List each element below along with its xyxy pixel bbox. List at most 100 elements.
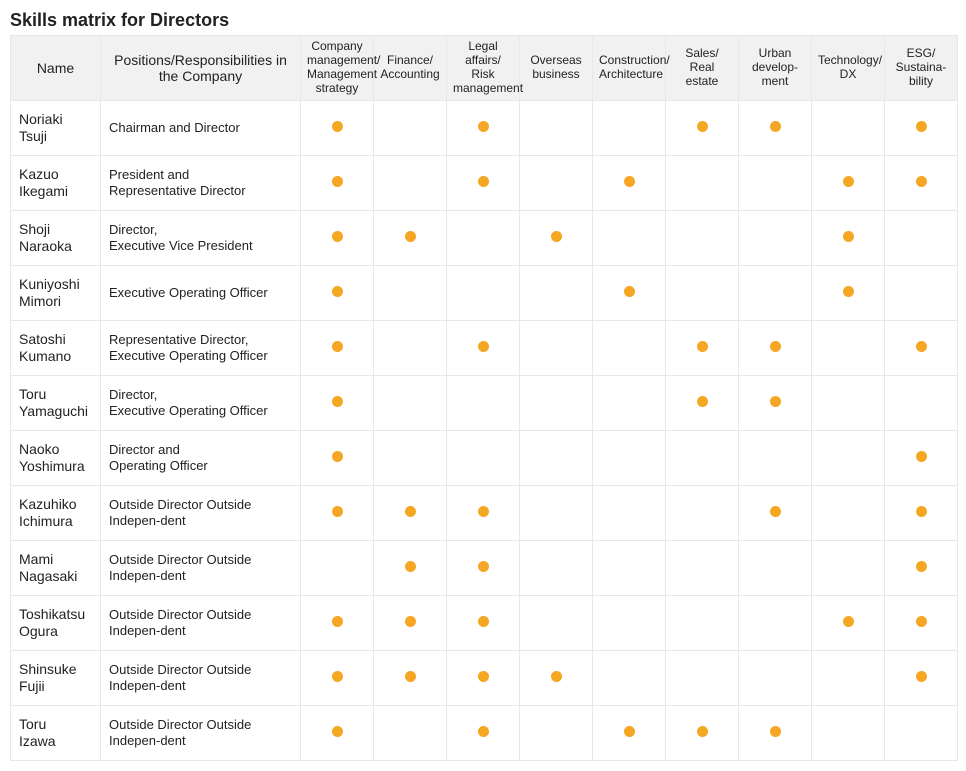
pos-line1: Outside Director Outside <box>109 552 251 567</box>
table-row: NaokoYoshimuraDirector andOperating Offi… <box>11 431 958 486</box>
skill-cell <box>520 651 593 706</box>
skill-cell <box>739 431 812 486</box>
director-position: Executive Operating Officer <box>101 266 301 321</box>
skill-cell <box>374 266 447 321</box>
skill-dot-icon <box>405 671 416 682</box>
skill-cell <box>301 431 374 486</box>
name-line1: Kazuhiko <box>19 496 77 512</box>
name-line2: Kumano <box>19 348 71 364</box>
name-line1: Kuniyoshi <box>19 276 80 292</box>
skill-dot-icon <box>770 726 781 737</box>
pos-line1: Outside Director Outside <box>109 497 251 512</box>
director-name: KazuoIkegami <box>11 156 101 211</box>
name-line1: Shinsuke <box>19 661 77 677</box>
name-line2: Nagasaki <box>19 568 77 584</box>
skill-cell <box>447 266 520 321</box>
skill-dot-icon <box>916 451 927 462</box>
pos-line1: Outside Director Outside <box>109 717 251 732</box>
director-name: ToruIzawa <box>11 706 101 761</box>
skill-dot-icon <box>697 726 708 737</box>
skill-cell <box>301 376 374 431</box>
skill-dot-icon <box>770 121 781 132</box>
skill-dot-icon <box>332 341 343 352</box>
skill-dot-icon <box>405 506 416 517</box>
skill-cell <box>739 651 812 706</box>
pos-line2: Executive Operating Officer <box>109 403 268 418</box>
table-row: ShojiNaraokaDirector,Executive Vice Pres… <box>11 211 958 266</box>
skill-cell <box>666 156 739 211</box>
skill-dot-icon <box>624 726 635 737</box>
skill-dot-icon <box>478 616 489 627</box>
skill-dot-icon <box>843 286 854 297</box>
skill-cell <box>885 596 958 651</box>
director-name: MamiNagasaki <box>11 541 101 596</box>
skill-cell <box>374 706 447 761</box>
skill-cell <box>812 211 885 266</box>
skill-cell <box>812 706 885 761</box>
skill-cell <box>447 321 520 376</box>
name-line1: Toshikatsu <box>19 606 85 622</box>
skill-cell <box>666 651 739 706</box>
skill-dot-icon <box>332 451 343 462</box>
skill-cell <box>520 431 593 486</box>
skill-cell <box>593 101 666 156</box>
col-construction: Construction/ Architecture <box>593 36 666 101</box>
skill-cell <box>666 596 739 651</box>
skill-cell <box>374 486 447 541</box>
skill-cell <box>374 651 447 706</box>
skill-cell <box>593 541 666 596</box>
skill-cell <box>447 486 520 541</box>
skill-cell <box>885 156 958 211</box>
skill-cell <box>812 541 885 596</box>
skill-cell <box>666 486 739 541</box>
skill-cell <box>301 596 374 651</box>
skill-cell <box>593 651 666 706</box>
skill-dot-icon <box>916 671 927 682</box>
skill-cell <box>885 101 958 156</box>
skill-cell <box>885 266 958 321</box>
skill-dot-icon <box>770 396 781 407</box>
skill-cell <box>666 431 739 486</box>
director-name: NoriakiTsuji <box>11 101 101 156</box>
table-row: ToruYamaguchiDirector,Executive Operatin… <box>11 376 958 431</box>
skill-cell <box>447 101 520 156</box>
skill-dot-icon <box>332 726 343 737</box>
skill-cell <box>739 101 812 156</box>
table-row: KuniyoshiMimoriExecutive Operating Offic… <box>11 266 958 321</box>
pos-line1: Executive Operating Officer <box>109 285 268 300</box>
director-position: Chairman and Director <box>101 101 301 156</box>
skill-dot-icon <box>770 341 781 352</box>
skill-cell <box>885 486 958 541</box>
name-line2: Tsuji <box>19 128 47 144</box>
skill-dot-icon <box>478 176 489 187</box>
skill-cell <box>520 211 593 266</box>
name-line1: Shoji <box>19 221 50 237</box>
skill-dot-icon <box>551 231 562 242</box>
page-title: Skills matrix for Directors <box>10 10 966 31</box>
skill-dot-icon <box>332 121 343 132</box>
skill-cell <box>520 486 593 541</box>
skill-dot-icon <box>697 396 708 407</box>
skill-cell <box>666 266 739 321</box>
skill-dot-icon <box>478 341 489 352</box>
skill-cell <box>593 266 666 321</box>
skill-dot-icon <box>478 506 489 517</box>
skill-cell <box>593 376 666 431</box>
pos-line1: Representative Director, <box>109 332 248 347</box>
table-row: ToshikatsuOguraOutside Director OutsideI… <box>11 596 958 651</box>
skill-dot-icon <box>916 561 927 572</box>
name-line1: Mami <box>19 551 53 567</box>
skill-cell <box>739 486 812 541</box>
skill-cell <box>374 321 447 376</box>
skill-cell <box>593 596 666 651</box>
skill-cell <box>301 321 374 376</box>
pos-line2: Operating Officer <box>109 458 208 473</box>
skill-cell <box>447 596 520 651</box>
director-position: Outside Director OutsideIndepen-dent <box>101 706 301 761</box>
pos-line2: Indepen-dent <box>109 623 186 638</box>
name-line1: Kazuo <box>19 166 59 182</box>
name-line2: Fujii <box>19 678 45 694</box>
name-line2: Yamaguchi <box>19 403 88 419</box>
skill-cell <box>885 541 958 596</box>
col-position: Positions/Responsibilities in the Compan… <box>101 36 301 101</box>
